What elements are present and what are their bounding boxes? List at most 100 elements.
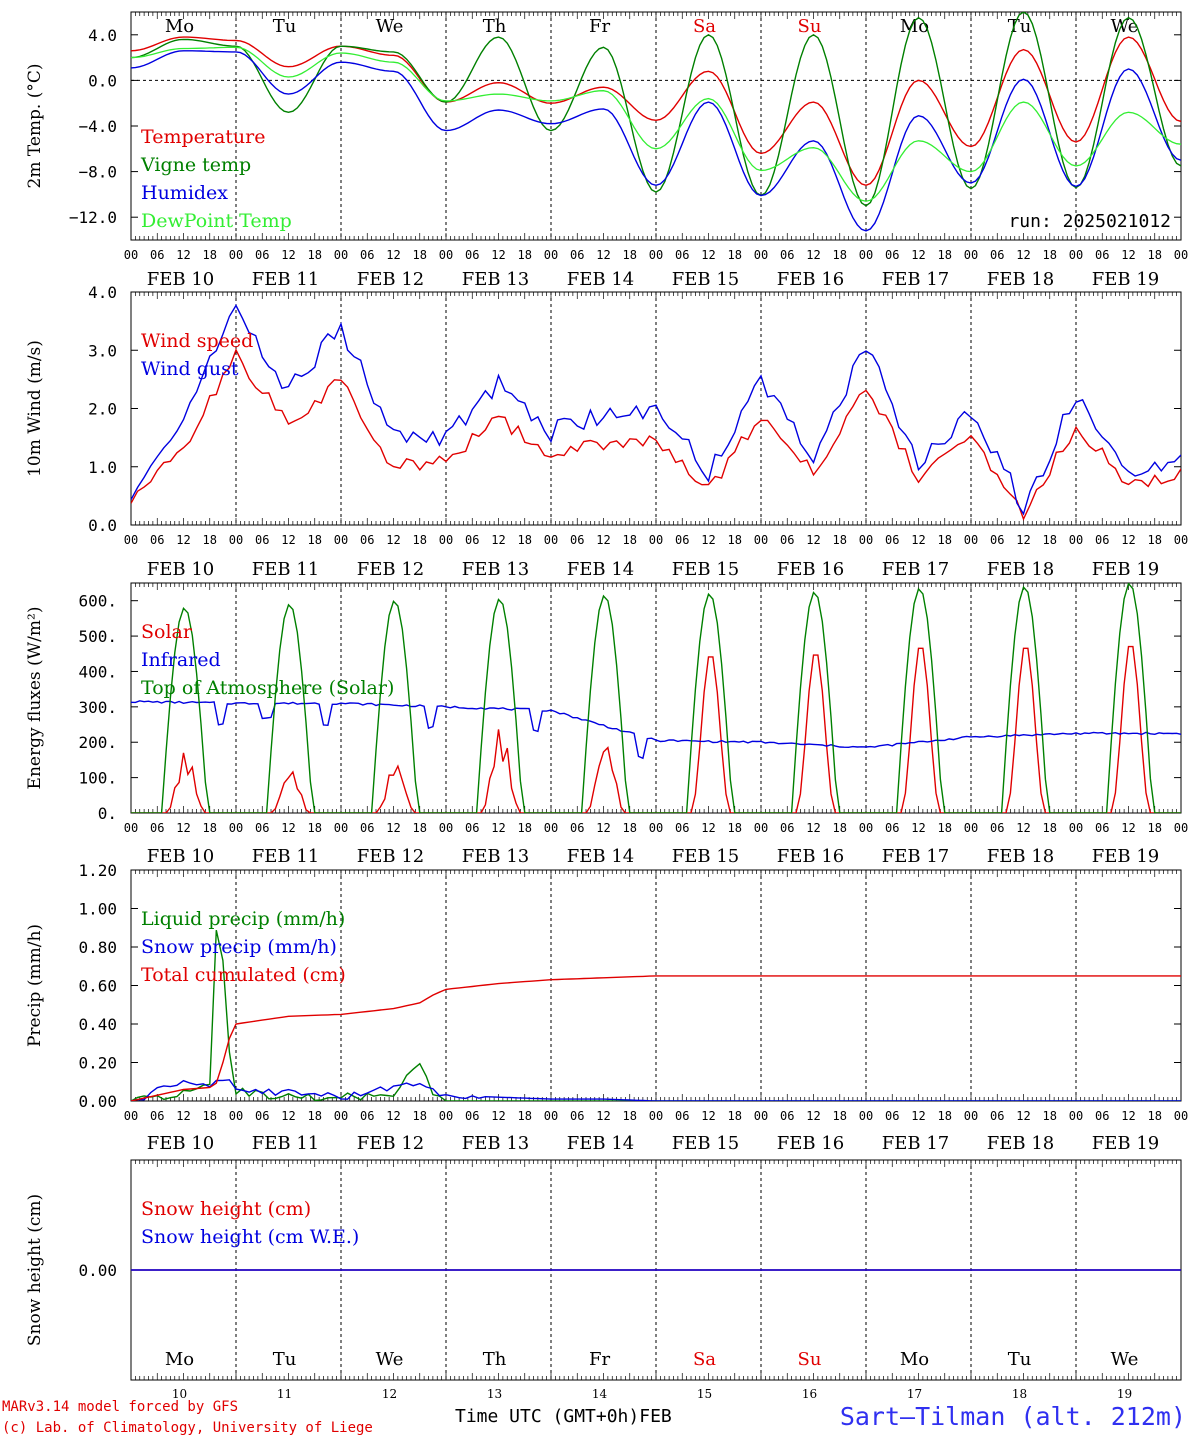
y-tick-label: 2.0 xyxy=(88,400,117,419)
hour-tick-label: 18 xyxy=(203,1109,217,1123)
date-label: FEB 14 xyxy=(567,559,634,580)
date-label: FEB 16 xyxy=(777,559,844,580)
hour-tick-label: 00 xyxy=(124,1109,138,1123)
hour-tick-label: 06 xyxy=(780,533,794,547)
weekday-label: Tu xyxy=(273,16,297,37)
credit-lab: (c) Lab. of Climatology, University of L… xyxy=(2,1420,373,1436)
date-label: FEB 12 xyxy=(357,1133,424,1154)
hour-tick-label: 18 xyxy=(518,821,532,835)
hour-tick-label: 00 xyxy=(754,533,768,547)
hour-tick-label: 12 xyxy=(806,248,820,262)
date-label: FEB 13 xyxy=(462,1133,529,1154)
hour-tick-label: 12 xyxy=(806,821,820,835)
hour-tick-label: 06 xyxy=(465,821,479,835)
hour-tick-label: 18 xyxy=(203,533,217,547)
date-label: FEB 14 xyxy=(567,846,634,867)
hour-tick-label: 12 xyxy=(701,533,715,547)
time-axis-title-text: Time UTC (GMT+0h) xyxy=(455,1406,640,1427)
hour-tick-label: 12 xyxy=(596,248,610,262)
hour-tick-label: 18 xyxy=(623,1109,637,1123)
date-label: FEB 10 xyxy=(147,846,214,867)
hour-tick-label: 00 xyxy=(334,248,348,262)
weekday-label: Su xyxy=(798,1349,822,1370)
meteogram-chart: 4.0 0.0 −4.0 −8.0 −12.0 2m Temp. (°C) 00 06 12 18… xyxy=(25,11,1188,1400)
date-label: FEB 17 xyxy=(882,559,949,580)
run-label: run: 2025021012 xyxy=(1008,211,1171,232)
hour-tick-label: 18 xyxy=(308,533,322,547)
hour-tick-label: 06 xyxy=(885,248,899,262)
day-number-label: 15 xyxy=(697,1387,712,1400)
hour-tick-label: 12 xyxy=(1016,248,1030,262)
hour-tick-label: 12 xyxy=(176,248,190,262)
y-tick-label: 0.60 xyxy=(78,977,117,996)
hour-tick-label: 00 xyxy=(1069,821,1083,835)
day-number-label: 19 xyxy=(1117,1387,1132,1400)
hour-tick-label: 12 xyxy=(176,821,190,835)
weekday-label: We xyxy=(376,16,404,37)
y-tick-label: 0.0 xyxy=(88,516,117,535)
weekday-label: Su xyxy=(798,16,822,37)
panel-4: 1.20 1.00 0.80 0.60 0.40 0.20 0.00 Precip (mm/h… xyxy=(25,861,1188,1154)
hour-tick-label: 12 xyxy=(1121,533,1135,547)
month-label: FEB xyxy=(639,1406,672,1427)
hour-tick-label: 18 xyxy=(1148,248,1162,262)
y-tick-label: 1.00 xyxy=(78,900,117,919)
hour-tick-label: 18 xyxy=(203,248,217,262)
date-label: FEB 19 xyxy=(1092,269,1159,290)
weekday-label: Th xyxy=(483,1349,507,1370)
hour-tick-label: 06 xyxy=(360,821,374,835)
hour-tick-label: 00 xyxy=(754,821,768,835)
date-label: FEB 16 xyxy=(777,846,844,867)
hour-tick-label: 00 xyxy=(229,248,243,262)
y-tick-label: 0.00 xyxy=(78,1261,117,1280)
date-label: FEB 10 xyxy=(147,269,214,290)
date-label: FEB 18 xyxy=(987,1133,1054,1154)
y-tick-label: 100. xyxy=(78,769,117,788)
weekday-label: Tu xyxy=(1008,1349,1032,1370)
hour-tick-label: 12 xyxy=(911,248,925,262)
day-number-label: 10 xyxy=(172,1387,187,1400)
hour-tick-label: 00 xyxy=(649,821,663,835)
hour-tick-label: 12 xyxy=(911,533,925,547)
y-axis-label: Snow height (cm) xyxy=(25,1194,45,1346)
hour-tick-label: 18 xyxy=(1148,533,1162,547)
hour-tick-label: 00 xyxy=(334,533,348,547)
hour-tick-label: 18 xyxy=(938,248,952,262)
panel-3: 600. 500. 400. 300. 200. 100. 0. Energy fluxes … xyxy=(25,582,1188,867)
y-tick-label: 0.40 xyxy=(78,1015,117,1034)
hour-tick-label: 06 xyxy=(465,1109,479,1123)
hour-tick-label: 18 xyxy=(518,533,532,547)
hour-tick-label: 18 xyxy=(308,821,322,835)
y-tick-label: 600. xyxy=(78,592,117,611)
date-label: FEB 15 xyxy=(672,559,739,580)
legend-top-of-atmosphere-solar-: Top of Atmosphere (Solar) xyxy=(141,677,394,699)
hour-tick-label: 06 xyxy=(570,821,584,835)
hour-tick-label: 00 xyxy=(1174,248,1188,262)
series-line-snow-precip-mm-h- xyxy=(131,1079,1181,1101)
date-label: FEB 13 xyxy=(462,269,529,290)
hour-tick-label: 12 xyxy=(176,1109,190,1123)
date-label: FEB 18 xyxy=(987,559,1054,580)
hour-tick-label: 06 xyxy=(885,1109,899,1123)
date-label: FEB 15 xyxy=(672,1133,739,1154)
hour-tick-label: 06 xyxy=(255,1109,269,1123)
hour-tick-label: 00 xyxy=(544,248,558,262)
hour-tick-label: 18 xyxy=(938,821,952,835)
hour-tick-label: 18 xyxy=(833,248,847,262)
hour-tick-label: 00 xyxy=(649,533,663,547)
hour-tick-label: 12 xyxy=(806,1109,820,1123)
hour-tick-label: 00 xyxy=(229,1109,243,1123)
date-label: FEB 11 xyxy=(252,1133,319,1154)
weekday-label: Fr xyxy=(589,16,610,37)
hour-tick-label: 06 xyxy=(570,1109,584,1123)
hour-tick-label: 00 xyxy=(229,821,243,835)
series-line-temperature xyxy=(131,36,1181,187)
hour-tick-label: 12 xyxy=(491,821,505,835)
hour-tick-label: 06 xyxy=(990,821,1004,835)
hour-tick-label: 00 xyxy=(439,248,453,262)
legend-snow-height-cm-: Snow height (cm) xyxy=(141,1198,311,1220)
hour-tick-label: 12 xyxy=(596,533,610,547)
hour-tick-label: 06 xyxy=(1095,821,1109,835)
y-tick-label: 200. xyxy=(78,733,117,752)
weekday-label: We xyxy=(1111,16,1139,37)
